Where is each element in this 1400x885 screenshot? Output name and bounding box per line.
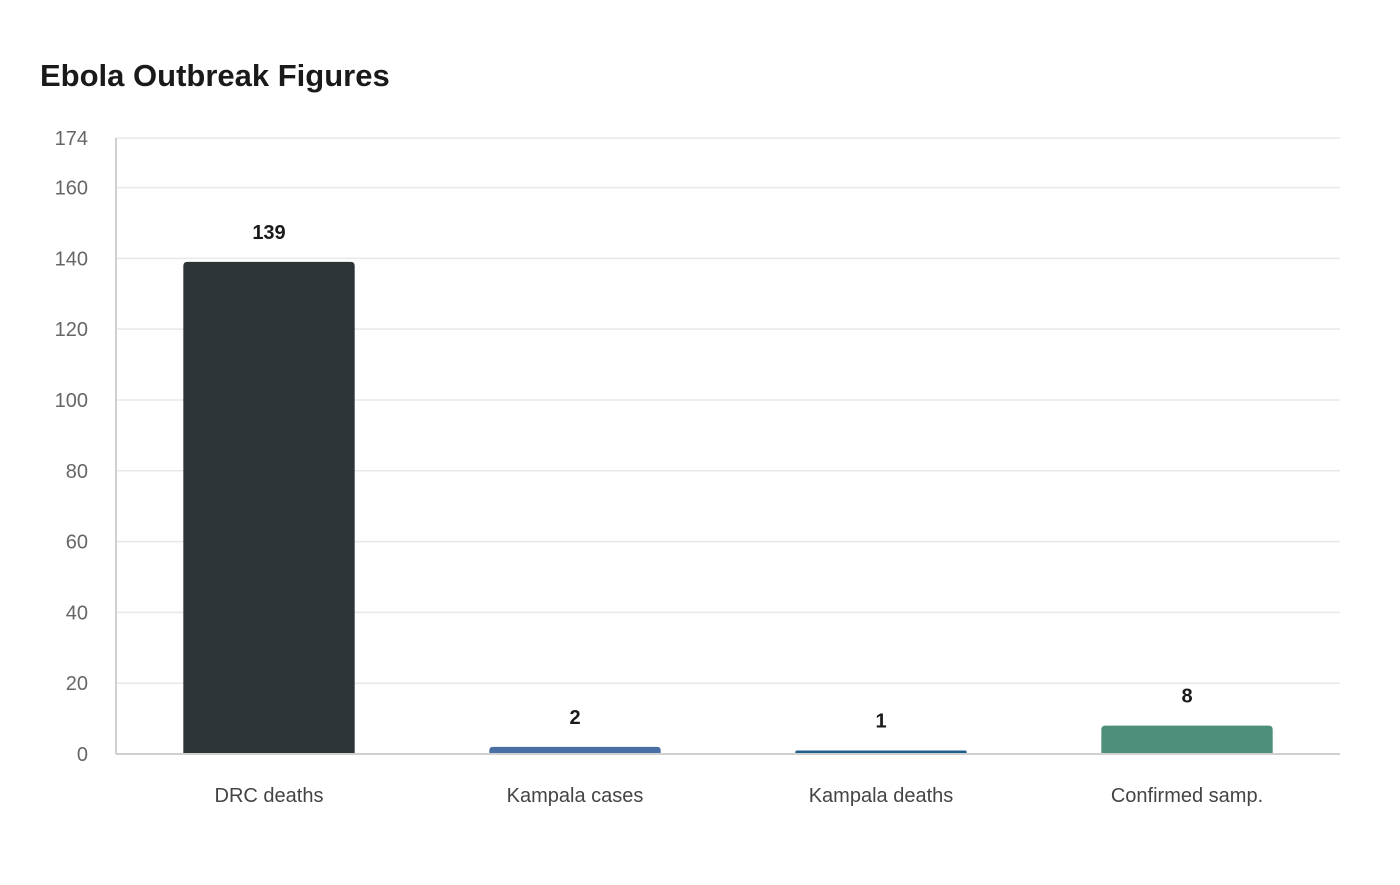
y-tick-label: 60	[66, 532, 88, 554]
y-tick-label: 120	[55, 319, 88, 341]
x-category-label: Confirmed samp.	[1111, 785, 1263, 807]
data-label: 2	[569, 707, 580, 729]
data-label: 139	[252, 222, 285, 244]
y-tick-label: 100	[55, 390, 88, 412]
y-axis-ticks: 0 20 40 60 80 100 120 140 160 174	[55, 128, 88, 766]
bars	[183, 261, 1273, 754]
bar-confirmed-samp	[1101, 725, 1273, 754]
y-tick-label: 40	[66, 602, 88, 624]
data-labels: 139 2 1 8	[252, 222, 1192, 733]
x-category-label: DRC deaths	[215, 785, 324, 807]
bar-drc-deaths	[183, 261, 355, 754]
y-tick-label: 174	[55, 128, 88, 150]
y-tick-label: 80	[66, 461, 88, 483]
y-tick-label: 0	[77, 744, 88, 766]
data-label: 1	[875, 710, 886, 732]
x-category-label: Kampala cases	[507, 785, 644, 807]
bar-kampala-cases	[489, 746, 661, 754]
x-category-label: Kampala deaths	[809, 785, 954, 807]
data-label: 8	[1181, 686, 1192, 708]
x-axis-categories: DRC deaths Kampala cases Kampala deaths Con…	[215, 785, 1264, 807]
y-tick-label: 20	[66, 673, 88, 695]
y-tick-label: 140	[55, 248, 88, 270]
chart-title: Ebola Outbreak Figures	[40, 58, 390, 93]
y-tick-label: 160	[55, 178, 88, 200]
